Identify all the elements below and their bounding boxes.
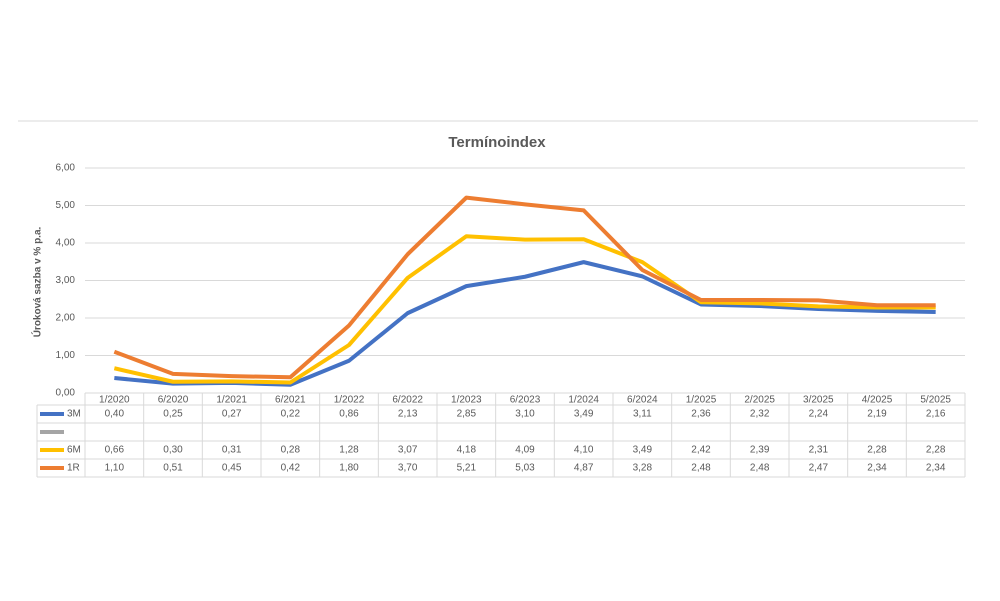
table-value: 5,21 <box>457 463 477 474</box>
x-tick-label: 1/2022 <box>334 395 365 406</box>
table-value: 2,34 <box>867 463 887 474</box>
table-value: 0,22 <box>281 409 301 420</box>
table-value: 0,51 <box>163 463 183 474</box>
y-tick-label: 4,00 <box>56 238 76 249</box>
table-value: 4,10 <box>574 445 594 456</box>
x-tick-label: 6/2024 <box>627 395 658 406</box>
y-tick-label: 2,00 <box>56 313 76 324</box>
x-tick-label: 2/2025 <box>744 395 775 406</box>
table-value: 2,34 <box>926 463 946 474</box>
x-tick-label: 1/2024 <box>568 395 599 406</box>
series-line <box>113 195 936 380</box>
table-value: 2,42 <box>691 445 711 456</box>
x-tick-label: 6/2022 <box>392 395 423 406</box>
y-tick-label: 3,00 <box>56 275 76 286</box>
x-tick-label: 6/2021 <box>275 395 306 406</box>
legend-label: 1R <box>67 463 80 474</box>
table-value: 2,31 <box>809 445 829 456</box>
table-value: 0,40 <box>105 409 125 420</box>
table-value: 3,07 <box>398 445 418 456</box>
table-value: 2,36 <box>691 409 711 420</box>
chart-title: Termínoindex <box>448 134 546 151</box>
table-value: 0,42 <box>281 463 301 474</box>
table-value: 1,10 <box>105 463 125 474</box>
table-value: 2,24 <box>809 409 829 420</box>
table-value: 0,31 <box>222 445 242 456</box>
x-tick-label: 1/2020 <box>99 395 130 406</box>
table-value: 2,28 <box>867 445 887 456</box>
table-value: 1,28 <box>339 445 359 456</box>
series-line <box>113 234 936 385</box>
table-value: 4,87 <box>574 463 594 474</box>
table-value: 2,28 <box>926 445 946 456</box>
x-tick-label: 1/2025 <box>686 395 717 406</box>
x-tick-label: 3/2025 <box>803 395 834 406</box>
table-value: 2,48 <box>691 463 711 474</box>
y-tick-label: 1,00 <box>56 350 76 361</box>
legend-label: 6M <box>67 445 81 456</box>
table-value: 3,11 <box>633 409 652 420</box>
x-tick-label: 1/2021 <box>216 395 247 406</box>
table-value: 0,86 <box>339 409 359 420</box>
table-value: 2,19 <box>867 409 887 420</box>
table-value: 2,48 <box>750 463 770 474</box>
table-value: 1,80 <box>339 463 359 474</box>
table-value: 0,27 <box>222 409 242 420</box>
y-axis-label: Úroková sazba v % p.a. <box>31 226 44 337</box>
table-value: 3,10 <box>515 409 535 420</box>
table-value: 3,70 <box>398 463 418 474</box>
y-tick-label: 6,00 <box>56 163 76 174</box>
table-value: 2,85 <box>457 409 477 420</box>
x-tick-label: 1/2023 <box>451 395 482 406</box>
table-value: 3,49 <box>633 445 653 456</box>
table-value: 3,28 <box>633 463 653 474</box>
table-value: 2,13 <box>398 409 418 420</box>
legend-label: 3M <box>67 409 81 420</box>
table-value: 0,45 <box>222 463 242 474</box>
table-value: 2,16 <box>926 409 946 420</box>
x-tick-label: 5/2025 <box>920 395 951 406</box>
table-value: 4,18 <box>457 445 477 456</box>
x-tick-label: 4/2025 <box>862 395 893 406</box>
x-tick-label: 6/2023 <box>510 395 541 406</box>
x-tick-label: 6/2020 <box>158 395 189 406</box>
table-value: 5,03 <box>515 463 535 474</box>
table-value: 0,25 <box>163 409 183 420</box>
table-value: 0,30 <box>163 445 183 456</box>
table-value: 2,32 <box>750 409 770 420</box>
table-value: 4,09 <box>515 445 535 456</box>
table-value: 3,49 <box>574 409 594 420</box>
table-value: 0,66 <box>105 445 125 456</box>
table-value: 2,39 <box>750 445 770 456</box>
y-tick-label: 5,00 <box>56 200 76 211</box>
table-value: 2,47 <box>809 463 829 474</box>
y-tick-label: 0,00 <box>56 388 76 399</box>
table-value: 0,28 <box>281 445 301 456</box>
